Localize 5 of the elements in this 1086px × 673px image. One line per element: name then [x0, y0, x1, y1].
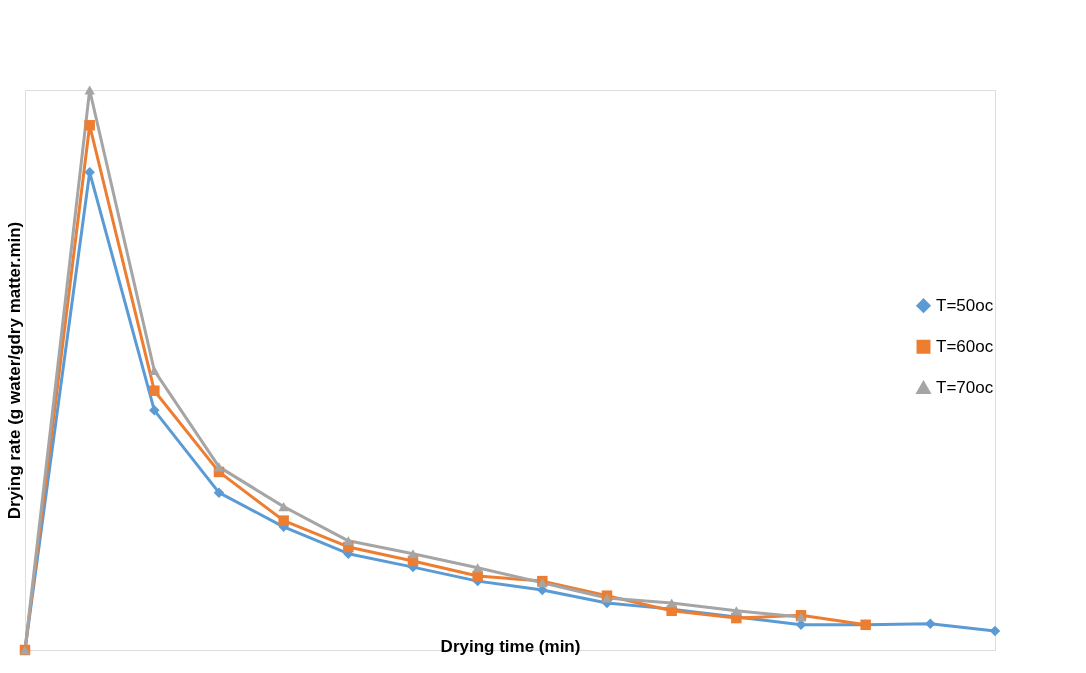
legend-label: T=50oc — [936, 295, 994, 315]
legend-label: T=70oc — [936, 377, 994, 397]
x-axis-title: Drying time (min) — [440, 636, 581, 656]
legend-label: T=60oc — [936, 336, 994, 356]
y-axis-title: Drying rate (g water/gdry matter.min) — [4, 221, 24, 520]
